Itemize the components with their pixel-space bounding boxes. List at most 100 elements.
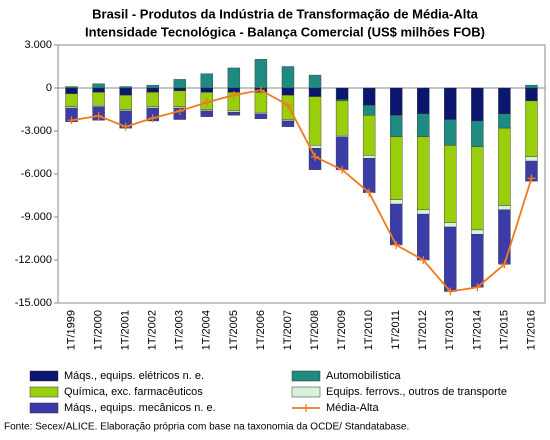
bar <box>389 136 403 201</box>
bar <box>146 92 159 107</box>
bar <box>92 92 105 106</box>
bar <box>308 96 322 146</box>
x-tick-label: 1T/2006 <box>255 310 267 350</box>
x-tick-label: 1T/2010 <box>363 310 375 350</box>
bar <box>498 127 511 206</box>
bar <box>200 109 214 112</box>
legend-swatch <box>291 370 321 382</box>
y-tick-label: -3.000 <box>21 125 52 137</box>
x-tick-label: 1T/2007 <box>282 310 294 350</box>
bar <box>525 87 538 102</box>
bar <box>498 209 511 265</box>
line-marker <box>94 111 103 120</box>
bar <box>281 119 295 122</box>
bar <box>92 87 105 93</box>
bar <box>119 109 132 112</box>
legend-label: Química, exc. farmacêuticos <box>64 386 203 398</box>
bar <box>362 115 376 156</box>
bar <box>417 113 430 137</box>
bar <box>173 87 186 92</box>
bar <box>471 233 484 288</box>
x-tick-label: 1T/2002 <box>147 310 159 350</box>
x-tick-label: 1T/2012 <box>417 310 429 350</box>
bar <box>146 106 159 109</box>
line-marker <box>365 188 374 197</box>
bar <box>254 59 268 89</box>
x-tick-label: 1T/2001 <box>120 310 132 350</box>
line-marker <box>148 114 157 123</box>
bar <box>254 112 268 115</box>
line-marker <box>202 98 211 107</box>
bar <box>471 87 484 122</box>
line-marker <box>283 101 292 110</box>
y-tick-label: 3.000 <box>24 39 52 51</box>
x-tick-label: 1T/2004 <box>201 310 213 350</box>
line-marker <box>311 152 320 161</box>
legend-swatch <box>302 404 310 412</box>
bar <box>254 113 268 120</box>
line <box>71 89 533 293</box>
line-marker <box>256 86 265 95</box>
x-tick-label: 1T/2008 <box>309 310 321 350</box>
bar <box>119 86 132 89</box>
bar <box>173 79 186 89</box>
bar <box>444 226 457 292</box>
bar <box>281 87 295 96</box>
bar <box>281 66 295 89</box>
bar <box>335 135 349 137</box>
x-tick-label: 1T/2014 <box>471 310 483 350</box>
bar <box>389 87 403 116</box>
line-marker <box>229 91 238 100</box>
x-tick-label: 1T/2011 <box>390 310 402 350</box>
bar <box>335 87 349 100</box>
bar <box>471 229 484 235</box>
x-tick-label: 1T/2000 <box>92 310 104 350</box>
x-tick-label: 1T/1999 <box>65 310 77 350</box>
legend-swatch <box>29 386 59 398</box>
bar <box>308 74 322 89</box>
bar <box>65 86 78 89</box>
x-tick-label: 1T/2015 <box>498 310 510 350</box>
bar <box>498 205 511 211</box>
bar <box>362 155 376 159</box>
bar <box>471 146 484 231</box>
bar <box>146 84 159 89</box>
bar <box>308 87 322 97</box>
y-tick-label: 0 <box>46 82 52 94</box>
bar <box>65 106 78 109</box>
bar <box>498 113 511 129</box>
bar <box>444 119 457 146</box>
bar <box>444 87 457 120</box>
bar <box>444 145 457 223</box>
x-tick-label: 1T/2016 <box>525 310 537 350</box>
bar <box>173 90 186 107</box>
bar <box>335 99 349 102</box>
x-tick-label: 1T/2013 <box>444 310 456 350</box>
bar <box>525 100 538 158</box>
legend-label: Média-Alta <box>326 402 379 414</box>
x-tick-label: 1T/2009 <box>336 310 348 350</box>
bar <box>65 93 78 107</box>
bar <box>444 222 457 228</box>
bar <box>92 83 105 89</box>
bar <box>417 213 430 261</box>
bar <box>417 209 430 215</box>
bar <box>227 110 241 113</box>
bar <box>227 67 241 89</box>
chart-subtitle: Intensidade Tecnológica - Balança Comerc… <box>85 24 485 39</box>
line-marker <box>392 240 401 249</box>
bar <box>200 73 214 89</box>
bar <box>498 87 511 114</box>
legend-swatch <box>291 386 321 398</box>
bar <box>417 136 430 211</box>
bar <box>119 87 132 96</box>
bar <box>281 120 295 127</box>
bar <box>362 87 376 106</box>
legend-label: Automobilística <box>326 370 401 382</box>
y-tick-label: -15.000 <box>15 297 52 309</box>
line-marker <box>121 122 130 131</box>
bar <box>471 120 484 147</box>
x-tick-label: 1T/2005 <box>228 310 240 350</box>
chart-title: Brasil - Produtos da Indústria de Transf… <box>92 6 479 21</box>
line-marker <box>500 260 509 269</box>
